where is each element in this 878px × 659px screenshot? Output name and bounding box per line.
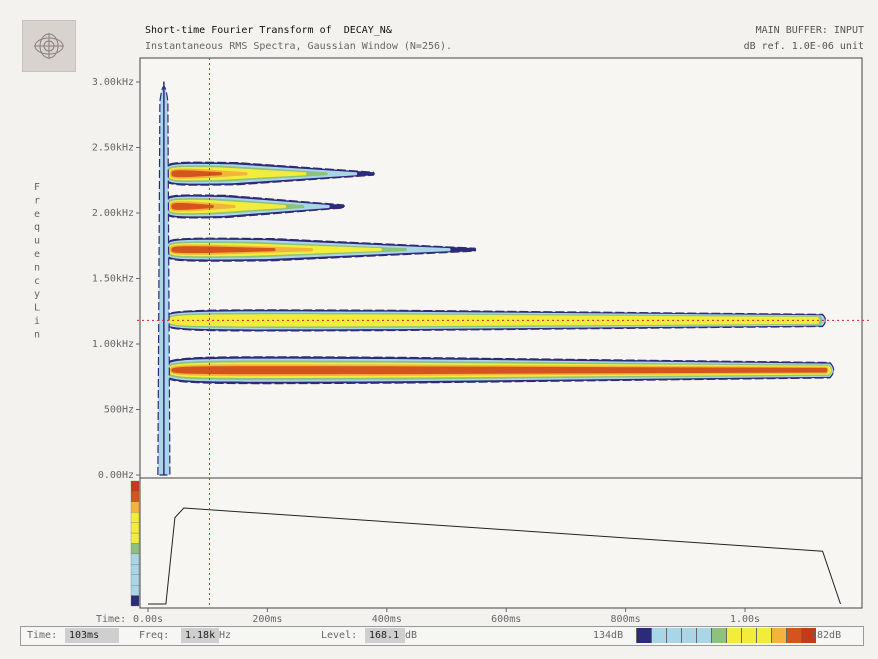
colormap-swatch	[666, 628, 681, 643]
colorbar-swatch	[130, 585, 140, 596]
y-axis-label-char: c	[34, 276, 40, 287]
y-tick-label: 500Hz	[104, 405, 134, 416]
chart-title: Short-time Fourier Transform of DECAY_N&	[145, 25, 392, 36]
y-tick-label: 0.00Hz	[98, 470, 134, 481]
y-tick-label: 2.50kHz	[92, 143, 134, 154]
spectral-partial	[163, 194, 345, 219]
colormap-swatch	[726, 628, 741, 643]
colormap-swatch	[651, 628, 666, 643]
buffer-label: MAIN BUFFER: INPUT	[755, 25, 864, 36]
colormap-scale	[636, 628, 816, 643]
colorbar-swatch	[130, 543, 140, 555]
chart-subtitle: Instantaneous RMS Spectra, Gaussian Wind…	[145, 41, 453, 52]
colorbar-swatch	[130, 522, 140, 534]
status-level-unit: dB	[405, 630, 418, 641]
colorbar-swatch	[130, 512, 140, 523]
y-axis-label-char: n	[34, 262, 40, 273]
y-axis-label-char: e	[34, 249, 40, 260]
spectrogram-heatmap	[157, 81, 835, 476]
y-tick-label: 1.50kHz	[92, 274, 134, 285]
colorbar-swatch	[130, 491, 140, 502]
spectral-partial	[163, 237, 477, 262]
y-tick-label: 2.00kHz	[92, 208, 134, 219]
y-axis-label-char: L	[34, 303, 40, 314]
colorbar-swatch	[130, 480, 140, 492]
colormap-swatch	[786, 628, 801, 643]
reference-label: dB ref. 1.0E-06 unit	[743, 41, 864, 52]
colormap-swatch	[801, 628, 816, 643]
app-logo-icon	[22, 20, 76, 72]
partial-contour-red	[171, 246, 276, 254]
status-level-label: Level:	[321, 630, 358, 641]
colorbar-swatch	[130, 574, 140, 586]
status-level-value[interactable]: 168.1	[365, 628, 405, 643]
colormap-swatch	[696, 628, 711, 643]
y-tick-label: 1.00kHz	[92, 339, 134, 350]
partial-contour-red	[171, 203, 214, 210]
colormap-max-label: 182dB	[811, 630, 842, 641]
y-axis-label-char: e	[34, 209, 40, 220]
spectral-partial	[163, 161, 375, 186]
colorbar-swatch	[130, 564, 140, 575]
x-tick-label: 400ms	[372, 614, 402, 625]
status-bar: Time: 103ms Freq: 1.18k Hz Level: 168.1 …	[20, 626, 864, 646]
x-tick-label: 200ms	[252, 614, 282, 625]
colormap-swatch	[711, 628, 726, 643]
status-time-value[interactable]: 103ms	[65, 628, 119, 643]
y-axis-label-char: F	[34, 182, 40, 193]
spectral-partial	[163, 309, 827, 332]
status-freq-label: Freq:	[139, 630, 170, 641]
colorbar-swatch	[130, 501, 140, 513]
colormap-min-label: 134dB	[593, 630, 624, 641]
signal-name: DECAY_N&	[343, 25, 392, 36]
partial-contour-yellow	[168, 314, 820, 327]
colormap-swatch	[771, 628, 786, 643]
colormap-swatch	[636, 628, 651, 643]
y-axis-label-char: n	[34, 329, 40, 340]
y-axis-label-char: q	[34, 222, 40, 233]
spectrogram-plot-area[interactable]	[139, 57, 863, 479]
spectral-partial	[163, 356, 835, 385]
y-tick-label: 3.00kHz	[92, 77, 134, 88]
x-tick-label: 800ms	[611, 614, 641, 625]
colorbar-swatch	[130, 553, 140, 565]
partial-contour-red	[171, 170, 223, 178]
y-axis-label-char: r	[34, 195, 40, 206]
partial-contour-red	[171, 366, 828, 375]
colormap-swatch	[756, 628, 771, 643]
status-freq-value[interactable]: 1.18k	[181, 628, 219, 643]
status-freq-unit: Hz	[219, 630, 232, 641]
colorbar-swatch	[130, 595, 140, 607]
colormap-swatch	[681, 628, 696, 643]
y-axis-label-char: u	[34, 236, 40, 247]
level-trace-area	[139, 477, 863, 609]
y-axis-label-char: y	[34, 289, 40, 300]
level-trace-line	[148, 507, 841, 605]
colormap-swatch	[741, 628, 756, 643]
time-axis-label: Time:	[96, 614, 126, 625]
status-time-label: Time:	[27, 630, 58, 641]
y-axis-label-char: i	[34, 316, 40, 327]
spectrogram-figure: 0.00Hz 500Hz 1.00kHz 1.50kHz 2.00kHz 2.50kHz 3…	[34, 57, 872, 625]
x-tick-label: 600ms	[491, 614, 521, 625]
x-tick-label: 0.00s	[133, 614, 163, 625]
x-tick-label: 1.00s	[730, 614, 760, 625]
colorbar-swatch	[130, 532, 140, 544]
